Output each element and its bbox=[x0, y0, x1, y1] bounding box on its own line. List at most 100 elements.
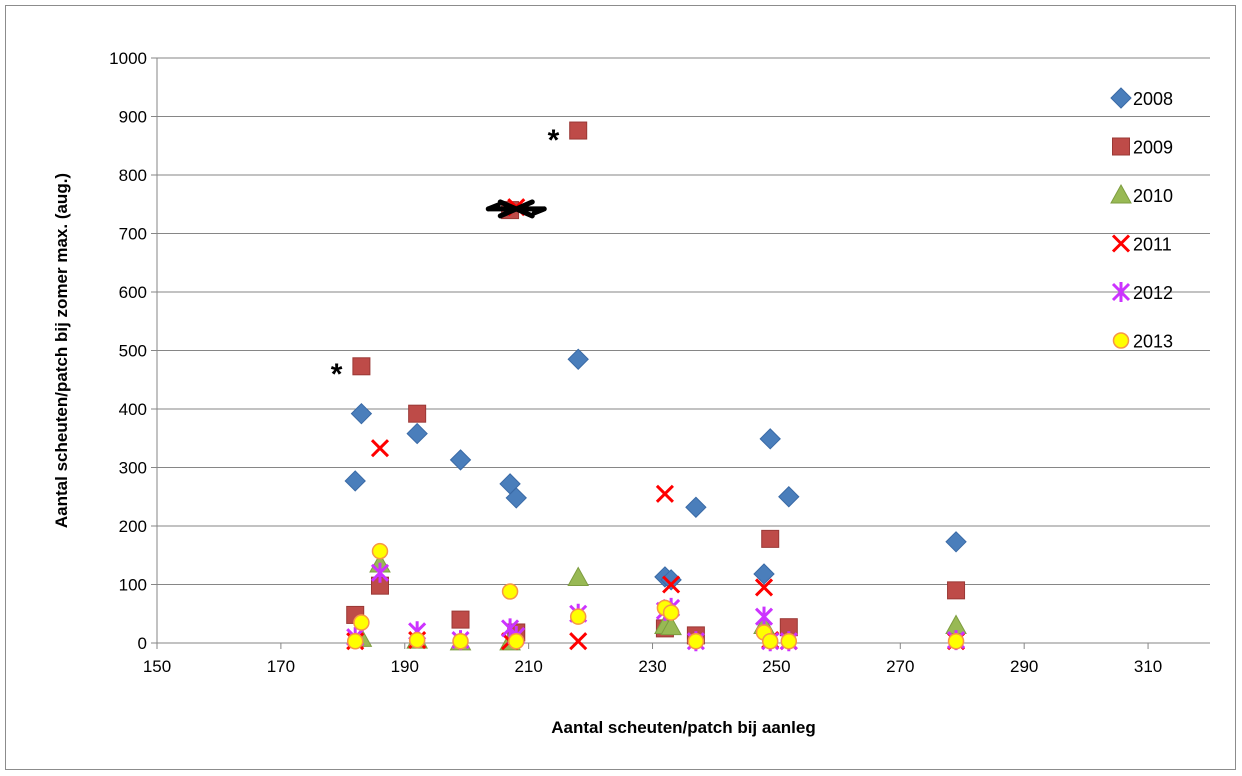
diamond-marker bbox=[753, 563, 775, 585]
legend-marker bbox=[1112, 332, 1130, 349]
x-tick-label: 150 bbox=[143, 657, 171, 676]
diamond-marker bbox=[350, 402, 373, 425]
series-2011 bbox=[346, 198, 966, 651]
data-point bbox=[353, 614, 370, 631]
data-point bbox=[947, 581, 966, 600]
series-2013 bbox=[346, 542, 965, 650]
legend-item-2010: 2010 bbox=[1110, 183, 1173, 206]
data-point bbox=[370, 562, 390, 583]
square-marker bbox=[569, 121, 588, 140]
data-point bbox=[452, 632, 469, 650]
legend: 2008 2009 2010 2011 2012 2013 bbox=[1110, 87, 1173, 352]
y-tick-label: 200 bbox=[119, 517, 147, 536]
x-tick-label: 190 bbox=[391, 657, 419, 676]
annotation-asterisk: * bbox=[331, 358, 343, 391]
legend-marker bbox=[1111, 234, 1131, 253]
legend-label: 2012 bbox=[1133, 283, 1173, 303]
triangle-marker bbox=[1110, 183, 1132, 204]
tick-labels: 0 100 200 300 400 500 600 700 800 900 1000 150 170 19… bbox=[109, 49, 1162, 676]
data-point bbox=[370, 439, 390, 458]
data-point bbox=[569, 121, 588, 140]
data-point bbox=[945, 531, 967, 553]
square-marker bbox=[408, 404, 427, 423]
triangle-marker bbox=[660, 615, 682, 636]
square-marker bbox=[947, 581, 966, 600]
x-marker bbox=[655, 484, 674, 503]
data-point bbox=[947, 632, 965, 650]
circle-marker bbox=[408, 631, 426, 649]
triangle-marker bbox=[567, 566, 590, 586]
data-point bbox=[508, 632, 525, 650]
y-axis-title: Aantal scheuten/patch bij zomer max. (au… bbox=[52, 173, 71, 528]
circle-marker bbox=[353, 614, 370, 631]
x-tick-label: 250 bbox=[762, 657, 790, 676]
data-point bbox=[569, 608, 587, 625]
grid-lines bbox=[157, 57, 1210, 585]
y-tick-label: 900 bbox=[119, 108, 147, 127]
legend-marker bbox=[1111, 282, 1131, 302]
circle-marker bbox=[501, 583, 519, 600]
star-marker bbox=[370, 562, 390, 583]
data-point bbox=[761, 632, 779, 650]
circle-marker bbox=[371, 542, 389, 560]
data-point bbox=[759, 428, 781, 450]
data-point bbox=[754, 578, 774, 597]
data-point bbox=[685, 496, 707, 518]
x-tick-label: 210 bbox=[514, 657, 542, 676]
x-tick-label: 230 bbox=[638, 657, 666, 676]
data-point bbox=[687, 632, 705, 650]
circle-marker bbox=[947, 632, 965, 650]
data-point bbox=[662, 604, 680, 621]
diamond-marker bbox=[759, 428, 781, 450]
circle-marker bbox=[346, 632, 364, 650]
x-marker bbox=[754, 578, 774, 597]
legend-label: 2011 bbox=[1133, 235, 1172, 255]
x-tick-label: 170 bbox=[267, 657, 295, 676]
data-point bbox=[662, 575, 681, 594]
data-point bbox=[371, 542, 389, 560]
legend-item-2012: 2012 bbox=[1111, 282, 1173, 303]
data-point bbox=[569, 632, 588, 651]
data-point bbox=[449, 449, 472, 471]
diamond-marker bbox=[567, 348, 589, 370]
annotations: ** bbox=[331, 124, 560, 391]
legend-label: 2010 bbox=[1133, 186, 1173, 206]
diamond-marker bbox=[945, 531, 967, 553]
legend-marker bbox=[1112, 137, 1130, 156]
data-point bbox=[567, 348, 589, 370]
data-point bbox=[406, 422, 428, 445]
y-tick-label: 300 bbox=[119, 459, 147, 478]
diamond-marker bbox=[778, 486, 800, 508]
x-marker bbox=[662, 575, 681, 594]
y-tick-label: 700 bbox=[119, 225, 147, 244]
diamond-marker bbox=[344, 470, 366, 492]
data-point bbox=[505, 487, 527, 509]
legend-label: 2008 bbox=[1133, 89, 1173, 109]
legend-label: 2009 bbox=[1133, 138, 1173, 158]
x-marker bbox=[370, 439, 390, 458]
star-marker bbox=[1111, 282, 1131, 302]
data-point bbox=[350, 402, 373, 425]
circle-marker bbox=[761, 632, 779, 650]
diamond-marker bbox=[406, 422, 428, 445]
data-point bbox=[408, 631, 426, 649]
y-tick-label: 400 bbox=[119, 400, 147, 419]
data-point bbox=[761, 529, 780, 548]
data-point bbox=[780, 632, 798, 650]
data-point bbox=[778, 486, 800, 508]
series-2008 bbox=[344, 348, 967, 591]
square-marker bbox=[1112, 137, 1130, 156]
circle-marker bbox=[662, 604, 680, 621]
diamond-marker bbox=[685, 496, 707, 518]
circle-marker bbox=[687, 632, 705, 650]
x-axis-title: Aantal scheuten/patch bij aanleg bbox=[551, 718, 816, 737]
circle-marker bbox=[569, 608, 587, 625]
data-point bbox=[753, 563, 775, 585]
diamond-marker bbox=[1110, 87, 1132, 109]
legend-item-2013: 2013 bbox=[1112, 332, 1173, 352]
data-point bbox=[408, 404, 427, 423]
y-tick-label: 100 bbox=[119, 576, 147, 595]
data-point bbox=[344, 470, 366, 492]
circle-marker bbox=[1112, 332, 1130, 349]
